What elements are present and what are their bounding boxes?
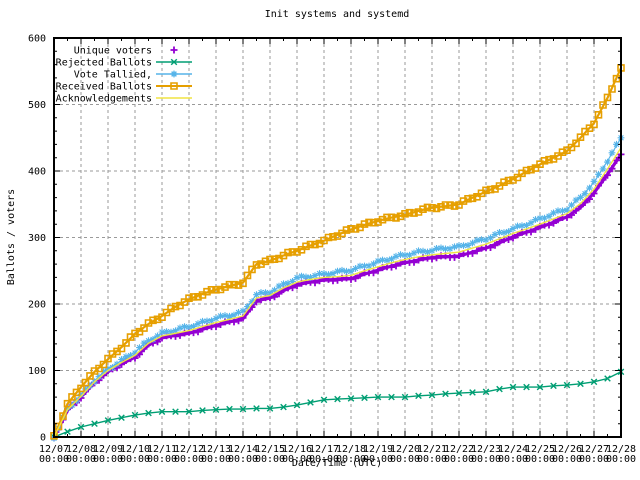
x-tick-date: 12/18 [336,444,366,455]
x-tick-time: 00:00 [309,454,339,465]
series-markers-vote-tallied [50,134,625,442]
x-tick-time: 00:00 [471,454,501,465]
y-tick-label: 600 [28,34,46,45]
legend-entry-4: Received Ballots [56,82,192,93]
x-tick-time: 00:00 [336,454,366,465]
tick-marks [53,37,622,438]
x-tick-date: 12/28 [606,444,636,455]
x-tick-time: 00:00 [66,454,96,465]
legend-entry-5: Acknowledgements [56,94,192,105]
grid [54,38,621,437]
series-markers-rejected-ballots [50,368,625,441]
x-tick-date: 12/20 [390,444,420,455]
series-line-received-ballots [52,67,623,438]
x-tick-time: 00:00 [579,454,609,465]
legend-marker-sample [170,46,178,54]
x-tick-time: 00:00 [147,454,177,465]
y-tick-label: 300 [28,233,46,244]
legend-marker-sample [170,82,178,90]
series-markers-unique-voters [50,150,625,441]
series-layer [50,64,625,442]
x-tick-date: 12/23 [471,444,501,455]
x-tick-date: 12/14 [228,444,258,455]
x-tick-time: 00:00 [606,454,636,465]
x-tick-date: 12/12 [174,444,204,455]
legend-marker-sample [170,58,178,66]
legend-label: Unique voters [74,46,152,57]
x-tick-date: 12/27 [579,444,609,455]
x-tick-time: 00:00 [363,454,393,465]
x-tick-time: 00:00 [417,454,447,465]
x-tick-time: 00:00 [498,454,528,465]
chart-title: Init systems and systemd [265,9,410,20]
x-tick-date: 12/16 [282,444,312,455]
x-tick-date: 12/24 [498,444,528,455]
x-tick-date: 12/09 [93,444,123,455]
x-tick-time: 00:00 [39,454,69,465]
series-line-rejected-ballots [53,371,622,438]
x-tick-date: 12/25 [525,444,555,455]
y-axis-label: Ballots / voters [6,189,17,285]
series-line-acknowledgements [53,147,622,438]
x-tick-labels: 12/0700:0012/0800:0012/0900:0012/1000:00… [39,444,636,465]
y-tick-labels: 0 100 200 300 400 500 600 [28,34,46,444]
legend-label: Acknowledgements [56,94,152,105]
legend-label: Received Ballots [56,82,152,93]
x-tick-time: 00:00 [552,454,582,465]
x-tick-date: 12/13 [201,444,231,455]
x-tick-date: 12/11 [147,444,177,455]
y-tick-label: 0 [40,433,46,444]
legend-label: Vote Tallied, [74,70,152,81]
legend-entry-2: Rejected Ballots [56,58,192,69]
x-tick-date: 12/21 [417,444,447,455]
x-tick-date: 12/08 [66,444,96,455]
x-tick-date: 12/15 [255,444,285,455]
legend-label: Rejected Ballots [56,58,152,69]
y-tick-label: 400 [28,167,46,178]
series-line-vote-tallied [53,137,622,438]
y-tick-label: 200 [28,300,46,311]
x-tick-date: 12/22 [444,444,474,455]
legend-entry-1: Unique voters [74,46,178,57]
x-tick-time: 00:00 [93,454,123,465]
x-tick-date: 12/17 [309,444,339,455]
series-markers-received-ballots [50,64,625,440]
y-tick-label: 100 [28,366,46,377]
x-tick-date: 12/26 [552,444,582,455]
x-tick-time: 00:00 [255,454,285,465]
x-axis-label: Date/Time (UTC) [292,458,382,469]
y-tick-label: 500 [28,100,46,111]
legend-entry-3: Vote Tallied, [74,70,192,81]
x-tick-time: 00:00 [444,454,474,465]
x-tick-date: 12/07 [39,444,69,455]
x-tick-time: 00:00 [228,454,258,465]
series-line-unique-voters [52,153,623,438]
x-tick-time: 00:00 [120,454,150,465]
x-tick-time: 00:00 [282,454,312,465]
x-tick-time: 00:00 [174,454,204,465]
x-tick-date: 12/19 [363,444,393,455]
x-tick-time: 00:00 [525,454,555,465]
x-tick-time: 00:00 [390,454,420,465]
axis-ticks [53,37,622,438]
x-tick-time: 00:00 [201,454,231,465]
legend-marker-sample [170,70,178,78]
x-tick-date: 12/10 [120,444,150,455]
